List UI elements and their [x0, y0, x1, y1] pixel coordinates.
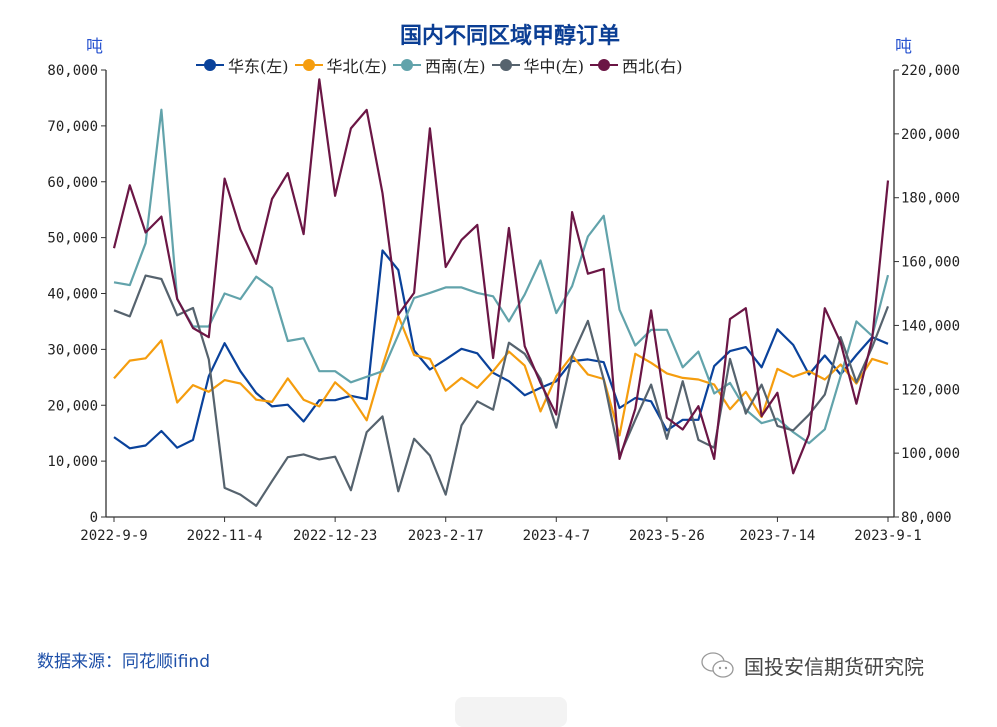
right-tick-label: 100,000 — [901, 446, 960, 462]
series-line-0 — [113, 249, 889, 450]
legend-marker-icon — [294, 58, 323, 72]
x-tick-label: 2023-9-1 — [854, 528, 921, 544]
series-line-1 — [113, 314, 889, 437]
legend-marker-icon — [393, 58, 421, 72]
legend-item[interactable]: 华东(左) — [196, 53, 289, 77]
legend-label: 西南(左) — [425, 57, 486, 76]
right-tick-label: 220,000 — [901, 63, 960, 79]
left-tick-label: 0 — [90, 510, 98, 526]
legend: 华东(左) 华北(左) 西南(左) 华中(左) 西北(右) — [196, 53, 683, 77]
left-tick-label: 50,000 — [47, 231, 98, 247]
left-tick-label: 10,000 — [47, 454, 98, 470]
legend-marker-icon — [491, 58, 520, 72]
brand-watermark: 国投安信期货研究院 — [700, 650, 924, 680]
bottom-button[interactable] — [455, 697, 567, 727]
left-tick-label: 60,000 — [47, 175, 98, 191]
right-tick-label: 200,000 — [901, 127, 960, 143]
right-tick-label: 120,000 — [901, 382, 960, 398]
x-tick-label: 2022-12-23 — [293, 528, 377, 544]
series-line-3 — [113, 274, 890, 507]
legend-item[interactable]: 华中(左) — [491, 53, 585, 77]
series-line-2 — [113, 108, 890, 445]
left-tick-label: 30,000 — [47, 342, 98, 358]
left-tick-label: 70,000 — [47, 119, 98, 135]
legend-marker-icon — [590, 58, 618, 72]
right-tick-label: 140,000 — [901, 318, 960, 334]
right-tick-label: 160,000 — [901, 255, 960, 271]
legend-item[interactable]: 西北(右) — [590, 53, 683, 77]
right-tick-label: 180,000 — [901, 191, 960, 207]
series-lines — [112, 78, 890, 507]
left-tick-label: 80,000 — [47, 63, 98, 79]
x-tick-label: 2023-2-17 — [408, 528, 484, 544]
left-tick-label: 20,000 — [47, 398, 98, 414]
left-tick-label: 40,000 — [47, 287, 98, 303]
legend-label: 西北(右) — [622, 57, 683, 76]
x-tick-label: 2022-11-4 — [187, 528, 263, 544]
x-tick-label: 2023-5-26 — [629, 528, 705, 544]
wechat-icon — [700, 650, 736, 680]
x-tick-label: 2023-4-7 — [523, 528, 590, 544]
legend-marker-icon — [196, 58, 224, 72]
brand-name: 国投安信期货研究院 — [744, 654, 924, 679]
legend-label: 华北(左) — [326, 57, 388, 76]
chart-title: 国内不同区域甲醇订单 — [399, 24, 620, 49]
axes: 0 10,000 20,000 30,000 40,000 50,000 60,000 70,… — [47, 63, 960, 544]
x-tick-label: 2023-7-14 — [739, 528, 815, 544]
legend-item[interactable]: 西南(左) — [393, 53, 486, 77]
series-line-4 — [112, 78, 890, 475]
left-axis-unit: 吨 — [86, 37, 103, 57]
legend-label: 华东(左) — [228, 57, 289, 76]
chart: 0 10,000 20,000 30,000 40,000 50,000 60,000 70,… — [47, 63, 960, 544]
x-tick-label: 2022-9-9 — [80, 528, 147, 544]
legend-label: 华中(左) — [523, 57, 585, 76]
right-axis-unit: 吨 — [895, 37, 912, 57]
right-tick-label: 80,000 — [901, 510, 952, 526]
data-source: 数据来源：同花顺ifind — [37, 652, 210, 672]
legend-item[interactable]: 华北(左) — [294, 53, 388, 77]
